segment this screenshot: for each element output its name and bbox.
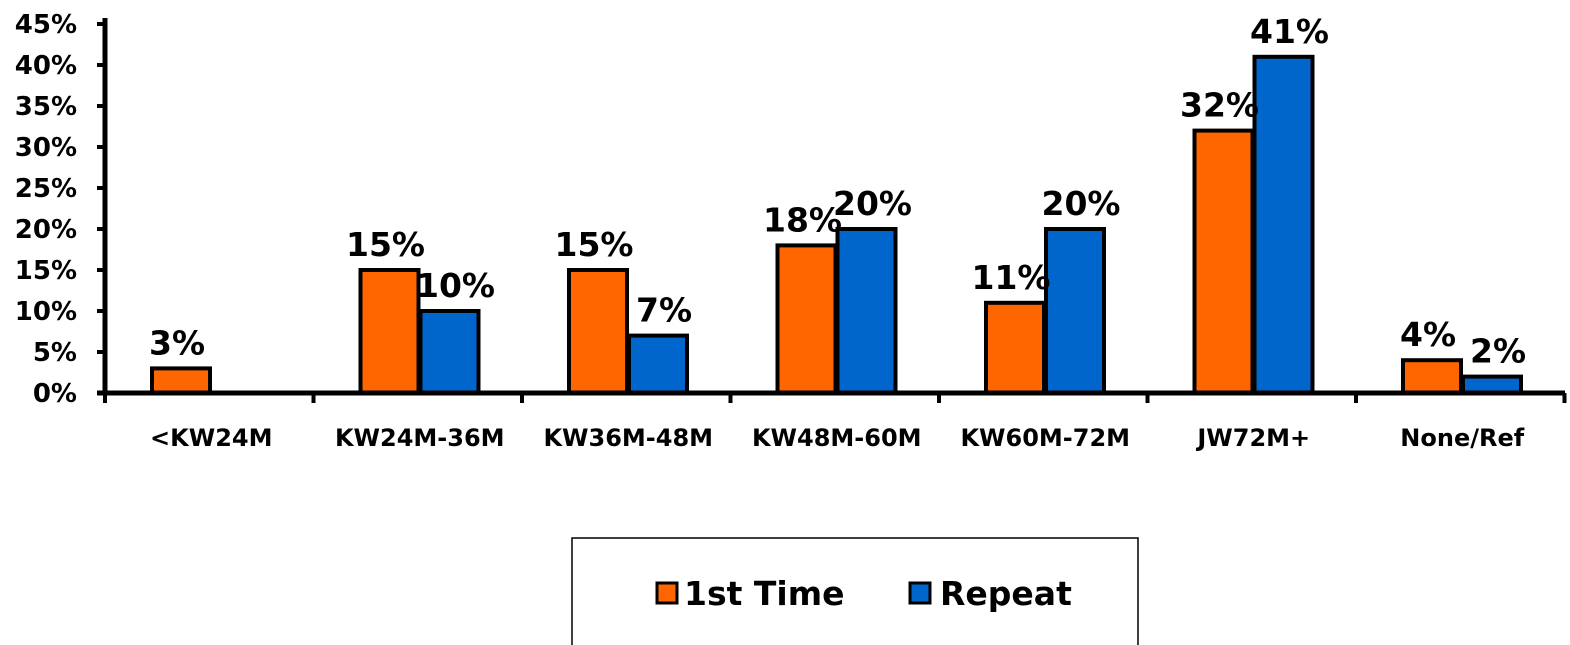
data-label: 4% (1400, 315, 1456, 354)
x-tick-label: KW24M-36M (335, 424, 505, 452)
legend: 1st Time Repeat (571, 537, 1139, 645)
axes (97, 18, 1567, 403)
legend-swatch-first-time (655, 581, 679, 605)
y-tick-label: 15% (15, 256, 77, 286)
y-tick-label: 10% (15, 297, 77, 327)
data-label: 20% (1042, 184, 1121, 223)
bar-repeat (835, 227, 898, 395)
data-label: 10% (416, 266, 495, 305)
y-tick-label: 20% (15, 215, 77, 245)
data-label: 7% (636, 291, 692, 330)
y-tick-label: 25% (15, 174, 77, 204)
y-axis-ticks: 0% 5% 10% 15% 20% 25% 30% 35% 40% 45% (15, 10, 105, 409)
legend-swatch-repeat (908, 581, 932, 605)
x-tick-label: KW36M-48M (543, 424, 713, 452)
data-label: 20% (833, 184, 912, 223)
data-label: 2% (1470, 332, 1526, 371)
bar-first-time (150, 366, 212, 395)
bar-repeat (1252, 54, 1315, 396)
legend-label: Repeat (940, 574, 1072, 613)
data-label: 41% (1250, 12, 1329, 51)
x-tick-label: KW48M-60M (752, 424, 922, 452)
bar-first-time (984, 300, 1046, 395)
data-label: 32% (1180, 86, 1259, 125)
bar-first-time (1401, 358, 1463, 396)
data-labels: 3%15%10%15%7%18%20%11%20%32%41%4% 2% (149, 12, 1526, 371)
data-label: 15% (555, 225, 634, 264)
y-tick-label: 40% (15, 51, 77, 81)
legend-label: 1st Time (684, 574, 844, 613)
bar-repeat (627, 333, 689, 396)
x-tick-label: KW60M-72M (960, 424, 1130, 452)
data-label: 15% (346, 225, 425, 264)
bar-first-time (775, 243, 838, 395)
x-tick-label: JW72M+ (1195, 424, 1310, 452)
x-axis-labels: <KW24M KW24M-36M KW36M-48M KW48M-60M KW60M-7… (150, 424, 1525, 452)
data-label: 3% (149, 323, 205, 362)
bar-repeat (1044, 227, 1106, 395)
bar-first-time (567, 268, 629, 395)
y-tick-label: 5% (33, 338, 77, 368)
bar-first-time (1192, 128, 1255, 395)
data-label: 18% (763, 200, 842, 239)
y-tick-label: 0% (33, 379, 77, 409)
x-tick-label: None/Ref (1400, 424, 1524, 452)
data-label: 11% (972, 258, 1051, 297)
y-tick-label: 45% (15, 10, 77, 40)
y-tick-label: 35% (15, 92, 77, 122)
y-tick-label: 30% (15, 133, 77, 163)
bar-first-time (358, 268, 421, 395)
x-tick-label: <KW24M (150, 424, 272, 452)
bar-repeat (418, 309, 481, 395)
